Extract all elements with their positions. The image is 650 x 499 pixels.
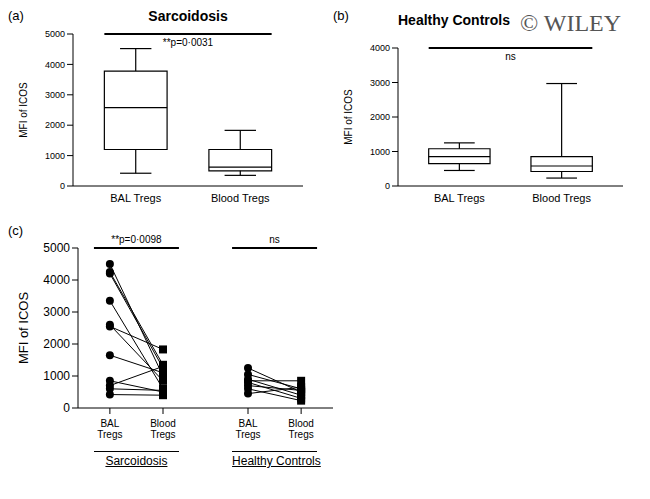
html-text:Healthy Controls: Healthy Controls — [232, 454, 321, 468]
svg-text:MFI of ICOS: MFI of ICOS — [18, 82, 29, 138]
html-text:© WILEY: © WILEY — [520, 10, 622, 36]
svg-text:2000: 2000 — [43, 337, 70, 351]
html-text:Sarcoidosis: Sarcoidosis — [105, 454, 168, 468]
svg-text:0: 0 — [385, 181, 390, 191]
svg-text:ns: ns — [505, 51, 516, 62]
svg-text:0: 0 — [63, 401, 70, 415]
svg-text:4000: 4000 — [43, 273, 70, 287]
svg-text:MFI of ICOS: MFI of ICOS — [16, 292, 31, 365]
svg-text:3000: 3000 — [45, 90, 65, 100]
svg-text:BALTregs: BALTregs — [97, 418, 122, 440]
svg-text:**p=0·0031: **p=0·0031 — [163, 37, 214, 48]
svg-text:ns: ns — [269, 234, 280, 245]
html-text:(b): (b) — [333, 8, 349, 23]
svg-text:BAL Tregs: BAL Tregs — [434, 192, 485, 204]
svg-text:0: 0 — [60, 181, 65, 191]
svg-text:4000: 4000 — [370, 43, 390, 53]
svg-text:5000: 5000 — [43, 241, 70, 255]
html-text:(a): (a) — [8, 8, 24, 23]
svg-text:MFI of ICOS: MFI of ICOS — [343, 89, 354, 145]
svg-text:BALTregs: BALTregs — [235, 418, 260, 440]
svg-text:3000: 3000 — [43, 305, 70, 319]
svg-text:BAL Tregs: BAL Tregs — [110, 192, 161, 204]
svg-text:1000: 1000 — [45, 151, 65, 161]
svg-text:BloodTregs: BloodTregs — [150, 418, 176, 440]
html-text:(c): (c) — [8, 223, 24, 238]
svg-text:Blood Tregs: Blood Tregs — [532, 192, 591, 204]
svg-text:1000: 1000 — [370, 147, 390, 157]
svg-text:BloodTregs: BloodTregs — [288, 418, 314, 440]
svg-text:5000: 5000 — [45, 29, 65, 39]
svg-text:1000: 1000 — [43, 369, 70, 383]
svg-text:2000: 2000 — [370, 112, 390, 122]
svg-text:Blood Tregs: Blood Tregs — [211, 192, 270, 204]
html-text:Healthy Controls: Healthy Controls — [398, 12, 510, 28]
svg-text:3000: 3000 — [370, 78, 390, 88]
svg-text:4000: 4000 — [45, 60, 65, 70]
svg-text:2000: 2000 — [45, 120, 65, 130]
svg-text:**p=0·0098: **p=0·0098 — [111, 234, 162, 245]
html-text:Sarcoidosis: Sarcoidosis — [148, 8, 228, 24]
